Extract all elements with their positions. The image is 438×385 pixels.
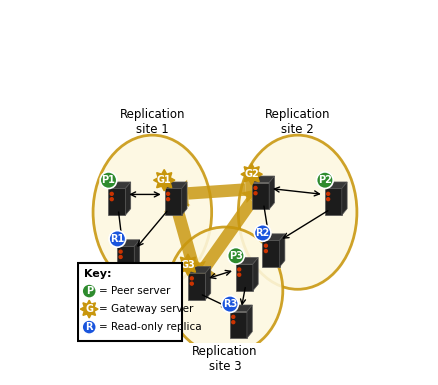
Circle shape (190, 282, 193, 285)
Polygon shape (240, 164, 262, 185)
Polygon shape (125, 182, 131, 215)
Polygon shape (179, 261, 205, 279)
Polygon shape (341, 182, 346, 215)
Circle shape (82, 284, 96, 298)
Polygon shape (117, 240, 139, 246)
Circle shape (227, 248, 244, 264)
Text: R3: R3 (223, 299, 237, 309)
Polygon shape (205, 266, 210, 300)
Text: Key:: Key: (84, 269, 112, 279)
Circle shape (326, 192, 329, 195)
Polygon shape (188, 266, 210, 273)
Text: G2: G2 (244, 169, 258, 179)
Circle shape (237, 273, 240, 276)
Polygon shape (252, 258, 258, 291)
Text: R2: R2 (255, 228, 269, 238)
Circle shape (100, 172, 117, 189)
Polygon shape (153, 169, 174, 191)
Text: P2: P2 (317, 175, 331, 185)
Circle shape (110, 192, 113, 195)
Polygon shape (246, 305, 252, 338)
Circle shape (254, 225, 270, 241)
Polygon shape (262, 240, 279, 267)
Text: Replication
site 2: Replication site 2 (264, 108, 330, 136)
Polygon shape (268, 176, 274, 209)
Polygon shape (229, 305, 252, 311)
Circle shape (326, 198, 329, 201)
Circle shape (82, 320, 96, 334)
Circle shape (110, 198, 113, 201)
Polygon shape (163, 194, 190, 213)
Text: G1: G1 (156, 175, 171, 185)
Circle shape (264, 249, 267, 253)
Circle shape (264, 244, 267, 247)
Ellipse shape (238, 135, 356, 289)
Polygon shape (108, 182, 131, 189)
Circle shape (254, 192, 256, 195)
Polygon shape (279, 234, 284, 267)
Circle shape (166, 198, 169, 201)
Polygon shape (194, 259, 216, 279)
Polygon shape (235, 258, 258, 264)
Circle shape (316, 172, 332, 189)
Text: Replication
site 3: Replication site 3 (192, 345, 257, 373)
Text: = Peer server: = Peer server (99, 286, 170, 296)
Polygon shape (235, 264, 252, 291)
Polygon shape (251, 182, 268, 209)
Polygon shape (229, 311, 246, 338)
Polygon shape (188, 273, 205, 300)
FancyBboxPatch shape (78, 263, 182, 341)
Circle shape (237, 268, 240, 271)
Polygon shape (177, 254, 198, 275)
Circle shape (119, 250, 122, 253)
Circle shape (119, 256, 122, 258)
Polygon shape (164, 189, 181, 215)
Circle shape (109, 231, 125, 247)
Polygon shape (173, 180, 188, 207)
Text: P: P (85, 286, 92, 296)
Polygon shape (108, 189, 125, 215)
Circle shape (231, 321, 234, 324)
Ellipse shape (167, 227, 282, 355)
Circle shape (254, 186, 256, 189)
Polygon shape (117, 246, 134, 273)
Text: R: R (85, 322, 93, 332)
Polygon shape (244, 176, 260, 203)
Polygon shape (181, 182, 187, 215)
Polygon shape (134, 240, 139, 273)
Text: G3: G3 (180, 260, 195, 269)
Ellipse shape (93, 135, 211, 289)
Circle shape (221, 296, 238, 312)
Circle shape (231, 315, 234, 318)
Text: Replication
site 1: Replication site 1 (119, 108, 185, 136)
Polygon shape (171, 207, 198, 266)
Text: = Read-only replica: = Read-only replica (99, 322, 201, 332)
Text: R1: R1 (110, 234, 124, 244)
Polygon shape (164, 182, 187, 189)
Text: P1: P1 (101, 175, 115, 185)
Circle shape (190, 277, 193, 280)
Polygon shape (324, 189, 341, 215)
Polygon shape (324, 182, 346, 189)
Circle shape (166, 192, 169, 195)
Text: = Gateway server: = Gateway server (99, 304, 193, 314)
Polygon shape (251, 176, 274, 182)
Polygon shape (187, 183, 246, 200)
Text: G: G (85, 304, 93, 314)
Polygon shape (80, 300, 98, 318)
Text: P3: P3 (229, 251, 242, 261)
Polygon shape (262, 234, 284, 240)
Polygon shape (200, 197, 257, 270)
Polygon shape (240, 189, 262, 209)
